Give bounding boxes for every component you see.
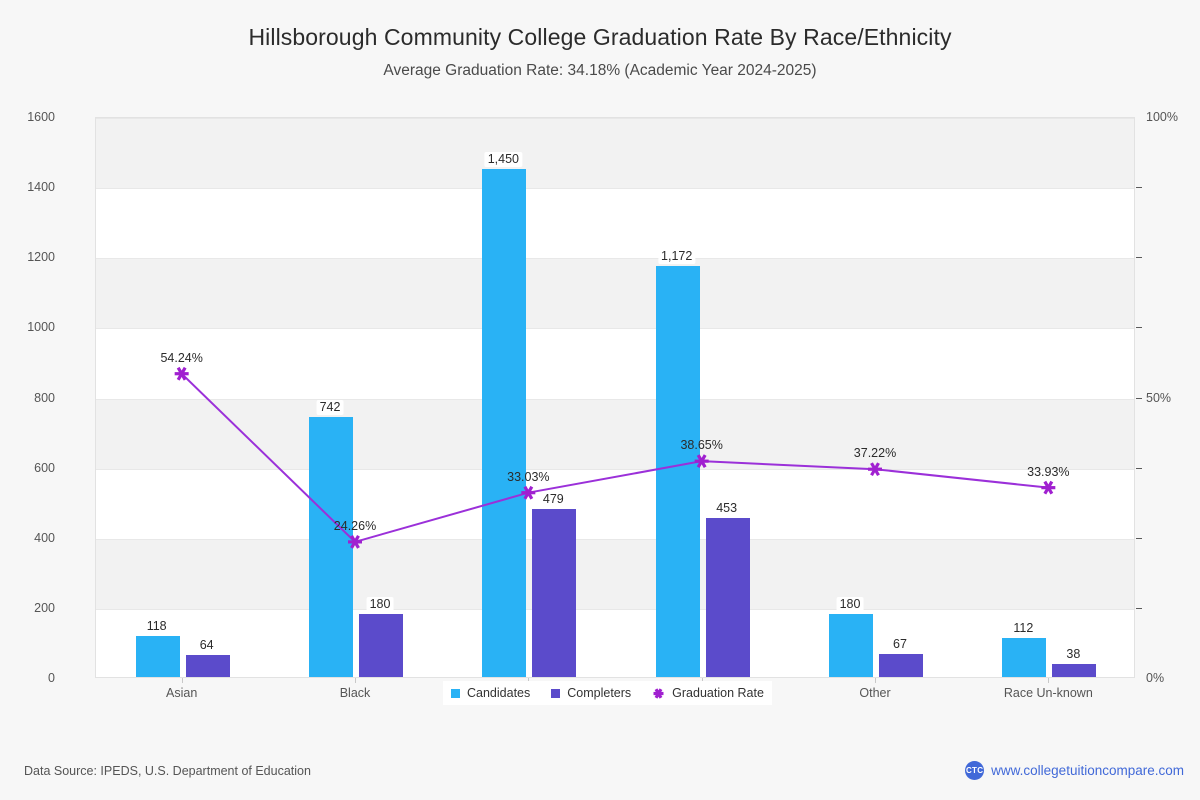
brand-url-link[interactable]: www.collegetuitioncompare.com (991, 763, 1184, 778)
plot-band (96, 538, 1134, 609)
graduation-rate-value-label: 24.26% (333, 518, 377, 533)
y2-axis-tick (1136, 467, 1142, 469)
y2-axis-tick (1136, 397, 1142, 399)
plot-band (96, 118, 1134, 189)
bar-candidates[interactable] (309, 416, 353, 677)
x-axis-category-label: Black (339, 686, 371, 700)
y-axis-tick-label: 600 (34, 460, 55, 475)
gridline (96, 608, 1134, 610)
y2-axis-tick (1136, 187, 1142, 189)
legend-item-label: Candidates (467, 686, 531, 700)
x-axis-tick (355, 678, 356, 683)
chart-subtitle: Average Graduation Rate: 34.18% (Academi… (383, 62, 817, 79)
square-swatch-icon (551, 688, 561, 698)
gridline (96, 118, 1134, 119)
y2-axis-tick (1136, 257, 1142, 259)
y-axis-tick-label: 1600 (27, 110, 55, 124)
bar-value-label: 67 (890, 636, 910, 652)
bar-completers[interactable] (532, 509, 577, 677)
x-axis-category-label: Race Un-known (1003, 686, 1093, 700)
ctc-logo-icon: CTC (965, 761, 985, 780)
bar-completers[interactable] (1052, 663, 1097, 677)
legend-item-label: Completers (567, 686, 632, 700)
y2-axis-tick (1136, 537, 1142, 539)
y2-axis-tick-label: 0% (1146, 671, 1165, 685)
asterisk-star-icon (653, 687, 664, 699)
y2-axis-tick (1136, 327, 1142, 329)
graduation-rate-value-label: 37.22% (853, 446, 897, 461)
page-title: Hillsborough Community College Graduatio… (248, 24, 952, 50)
bar-candidates[interactable] (135, 635, 180, 677)
chart-plot-wrapper (95, 117, 1135, 678)
y-axis-tick-label: 200 (34, 600, 55, 615)
chart-header: Hillsborough Community College Graduatio… (0, 0, 1200, 80)
y-axis-tick-label: 1200 (27, 250, 55, 265)
gridline (96, 538, 1134, 540)
y-axis-tick-label: 400 (34, 530, 55, 545)
bar-candidates[interactable] (655, 266, 700, 677)
gridline (96, 258, 1134, 260)
graduation-rate-value-label: 38.65% (680, 438, 723, 453)
legend-item-completers[interactable]: Completers (551, 686, 631, 700)
x-axis-category-label: Other (859, 686, 891, 700)
bar-value-label: 1,172 (658, 249, 696, 265)
bar-candidates[interactable] (1002, 637, 1047, 677)
bar-value-label: 112 (1010, 620, 1037, 636)
gridline (96, 188, 1134, 190)
y-axis-tick-label: 1400 (27, 180, 55, 195)
plot-area (95, 117, 1135, 678)
bar-completers[interactable] (185, 654, 230, 677)
gridline (96, 398, 1134, 400)
bar-candidates[interactable] (829, 613, 873, 677)
bar-value-label: 180 (836, 596, 864, 612)
bar-value-label: 180 (366, 596, 394, 612)
y2-axis-tick-label: 50% (1146, 390, 1172, 405)
bar-value-label: 64 (196, 637, 217, 653)
bar-value-label: 742 (316, 399, 344, 415)
x-axis-tick (701, 678, 703, 683)
bar-completers[interactable] (705, 518, 750, 677)
gridline (96, 328, 1134, 330)
x-axis-category-label: Asian (166, 686, 198, 700)
graduation-rate-value-label: 33.93% (1027, 464, 1070, 479)
y-axis-tick-label: 0 (48, 671, 55, 685)
y-axis-tick-label: 1000 (27, 320, 55, 335)
data-source-note: Data Source: IPEDS, U.S. Department of E… (24, 764, 311, 778)
bar-value-label: 118 (143, 618, 170, 634)
legend-item-candidates[interactable]: Candidates (451, 686, 530, 700)
bar-completers[interactable] (359, 613, 403, 677)
graduation-rate-value-label: 33.03% (507, 469, 550, 484)
bar-value-label: 453 (713, 501, 741, 517)
chart-legend[interactable]: Candidates Completers Graduation Rate (443, 681, 772, 705)
square-swatch-icon (451, 688, 460, 698)
brand-footer[interactable]: CTC www.collegetuitioncompare.com (965, 761, 1184, 780)
bar-completers[interactable] (879, 653, 923, 677)
plot-band (96, 258, 1134, 329)
y2-axis-tick-label: 100% (1146, 110, 1178, 124)
legend-item-label: Graduation Rate (672, 686, 764, 700)
x-axis-tick (528, 678, 530, 683)
x-axis-tick (875, 678, 876, 683)
bar-value-label: 1,450 (484, 151, 522, 167)
bar-value-label: 38 (1063, 646, 1084, 662)
asterisk-star-icon (653, 687, 664, 699)
bar-value-label: 479 (539, 492, 567, 508)
x-axis-tick (1048, 678, 1050, 683)
y2-axis-tick (1136, 607, 1142, 609)
y-axis-tick-label: 800 (34, 390, 55, 405)
legend-item-graduation-rate[interactable]: Graduation Rate (652, 686, 764, 700)
bar-candidates[interactable] (482, 168, 527, 677)
x-axis-tick (181, 678, 183, 683)
graduation-rate-value-label: 54.24% (160, 350, 203, 365)
plot-band (96, 398, 1134, 469)
gridline (96, 468, 1134, 470)
